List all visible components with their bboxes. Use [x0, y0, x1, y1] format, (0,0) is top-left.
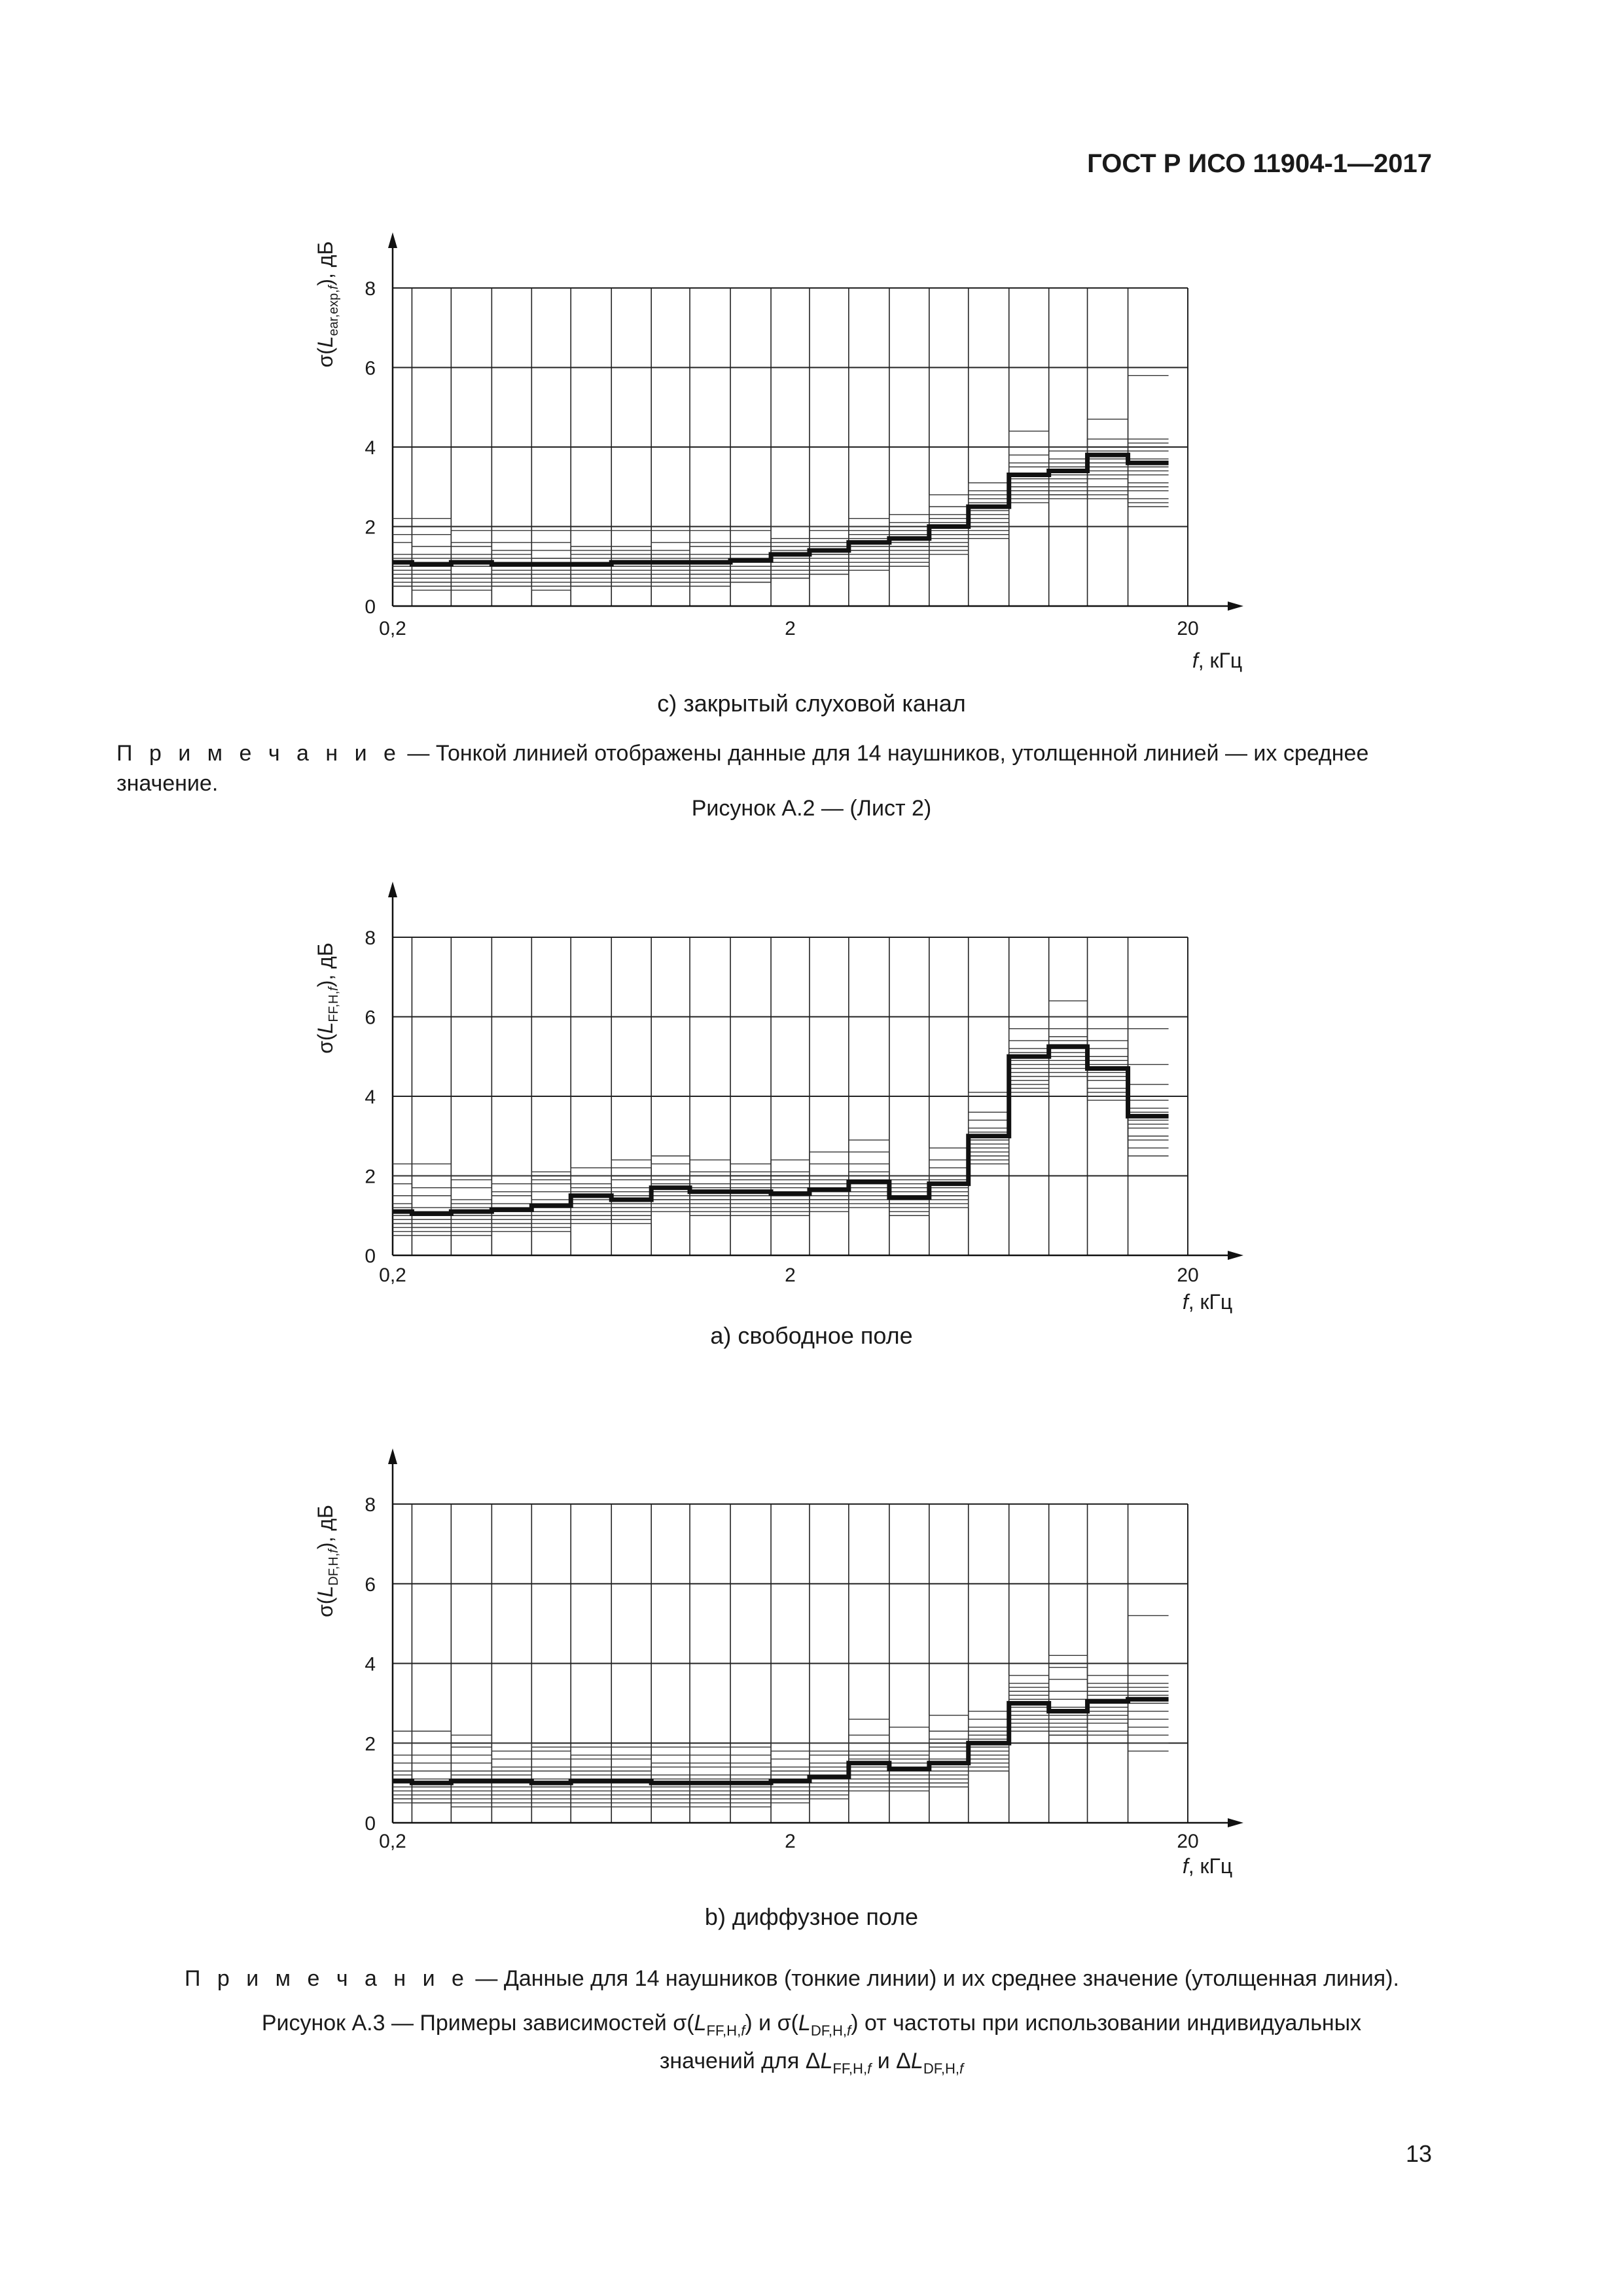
x-axis-arrow [1228, 1251, 1243, 1260]
y-tick-label: 8 [365, 278, 376, 300]
individual-series-line [393, 462, 1169, 563]
x-tick-label: 0,2 [379, 1831, 406, 1852]
individual-series-line [393, 490, 1169, 583]
chart-caption-b: b) диффузное поле [704, 1903, 919, 1930]
individual-series-line [393, 1048, 1169, 1216]
x-axis-arrow [1228, 601, 1243, 611]
individual-series-line [393, 1016, 1169, 1185]
individual-series-line [393, 1064, 1169, 1229]
individual-series-line [393, 1691, 1169, 1776]
document-header: ГОСТ Р ИСО 11904-1—2017 [1087, 149, 1432, 178]
y-tick-label: 0 [365, 1813, 376, 1835]
individual-series-line [393, 1679, 1169, 1764]
individual-series-line [393, 439, 1169, 547]
x-axis-arrow [1228, 1818, 1243, 1827]
individual-series-line [393, 1731, 1169, 1808]
y-axis-label: σ(LFF,H,f), дБ [313, 942, 341, 1054]
individual-series-line [393, 374, 1169, 531]
individual-series-line [393, 442, 1169, 551]
individual-series-line [393, 470, 1169, 571]
page-number: 13 [1405, 2140, 1432, 2167]
plot-area: 0 2 4 6 8 0,2 2 20 [365, 1448, 1243, 1852]
x-axis-label: f, кГц [1192, 649, 1242, 672]
individual-series-line [393, 458, 1169, 559]
x-tick-label: 2 [785, 1265, 796, 1286]
y-axis-arrow [388, 232, 397, 248]
individual-series-line [393, 474, 1169, 575]
individual-series-line [393, 498, 1169, 591]
y-axis-label: σ(LDF,H,f), дБ [313, 1505, 341, 1617]
plot-area: 0 2 4 6 8 0,2 2 20 [365, 882, 1243, 1286]
y-tick-label: 8 [365, 927, 376, 949]
y-tick-label: 4 [365, 437, 376, 459]
chart-diffuse-field: 0 2 4 6 8 0,2 2 20 σ(LDF,H,f), дБ f, кГц [313, 1448, 1243, 1878]
chart-caption-c: c) закрытый слуховой канал [657, 690, 966, 717]
individual-series-line [393, 1723, 1169, 1800]
chart-ear-canal: 0 2 4 6 8 0,2 2 20 σ(Lear,exp,f), дБ f, кГц [313, 232, 1243, 672]
y-tick-label: 0 [365, 1246, 376, 1267]
x-tick-label: 2 [785, 1831, 796, 1852]
note-2: П р и м е ч а н и е — Данные для 14 науш… [185, 1966, 1399, 1991]
chart-free-field: 0 2 4 6 8 0,2 2 20 σ(LFF,H,f), дБ f, кГц [313, 882, 1243, 1314]
y-axis-arrow [388, 882, 397, 897]
individual-series-line [393, 1040, 1169, 1208]
individual-series-line [393, 1028, 1169, 1193]
x-tick-label: 0,2 [379, 1265, 406, 1286]
plot-area: 0 2 4 6 8 0,2 2 20 [365, 232, 1243, 639]
individual-series-line [393, 1695, 1169, 1780]
individual-series-line [393, 1719, 1169, 1796]
y-tick-label: 8 [365, 1494, 376, 1516]
individual-series-line [393, 466, 1169, 567]
y-tick-label: 2 [365, 1733, 376, 1755]
y-tick-label: 0 [365, 596, 376, 618]
x-tick-label: 20 [1177, 1265, 1198, 1286]
figure-a3-title: Рисунок А.3 — Примеры зависимостей σ(LFF… [261, 2011, 1362, 2077]
individual-series-line [393, 1060, 1169, 1225]
mean-series-line [393, 452, 1169, 567]
x-tick-label: 20 [1177, 618, 1198, 639]
y-tick-label: 6 [365, 1007, 376, 1029]
mean-series-line [393, 1696, 1169, 1785]
mean-series-line [393, 1044, 1169, 1216]
individual-series-line [393, 1075, 1169, 1236]
y-tick-label: 6 [365, 358, 376, 380]
x-tick-label: 0,2 [379, 618, 406, 639]
y-axis-label: σ(Lear,exp,f), дБ [313, 241, 341, 367]
y-tick-label: 6 [365, 1574, 376, 1596]
y-tick-label: 2 [365, 517, 376, 539]
figure-a2-title: Рисунок А.2 — (Лист 2) [691, 796, 932, 821]
individual-series-line [393, 1702, 1169, 1787]
individual-series-line [393, 450, 1169, 559]
note-1: П р и м е ч а н и е — Тонкой линией отоб… [116, 741, 1369, 796]
x-tick-label: 20 [1177, 1831, 1198, 1852]
y-tick-label: 2 [365, 1166, 376, 1188]
individual-series-line [393, 1000, 1169, 1177]
y-tick-label: 4 [365, 1086, 376, 1108]
y-tick-label: 4 [365, 1654, 376, 1676]
x-axis-label: f, кГц [1183, 1854, 1232, 1878]
individual-series-line [393, 494, 1169, 587]
chart-caption-a: a) свободное поле [710, 1322, 913, 1349]
x-tick-label: 2 [785, 618, 796, 639]
x-axis-label: f, кГц [1183, 1290, 1232, 1314]
y-axis-arrow [388, 1448, 397, 1464]
individual-series-line [393, 1044, 1169, 1212]
individual-series-line [393, 1727, 1169, 1804]
individual-series-line [393, 486, 1169, 583]
